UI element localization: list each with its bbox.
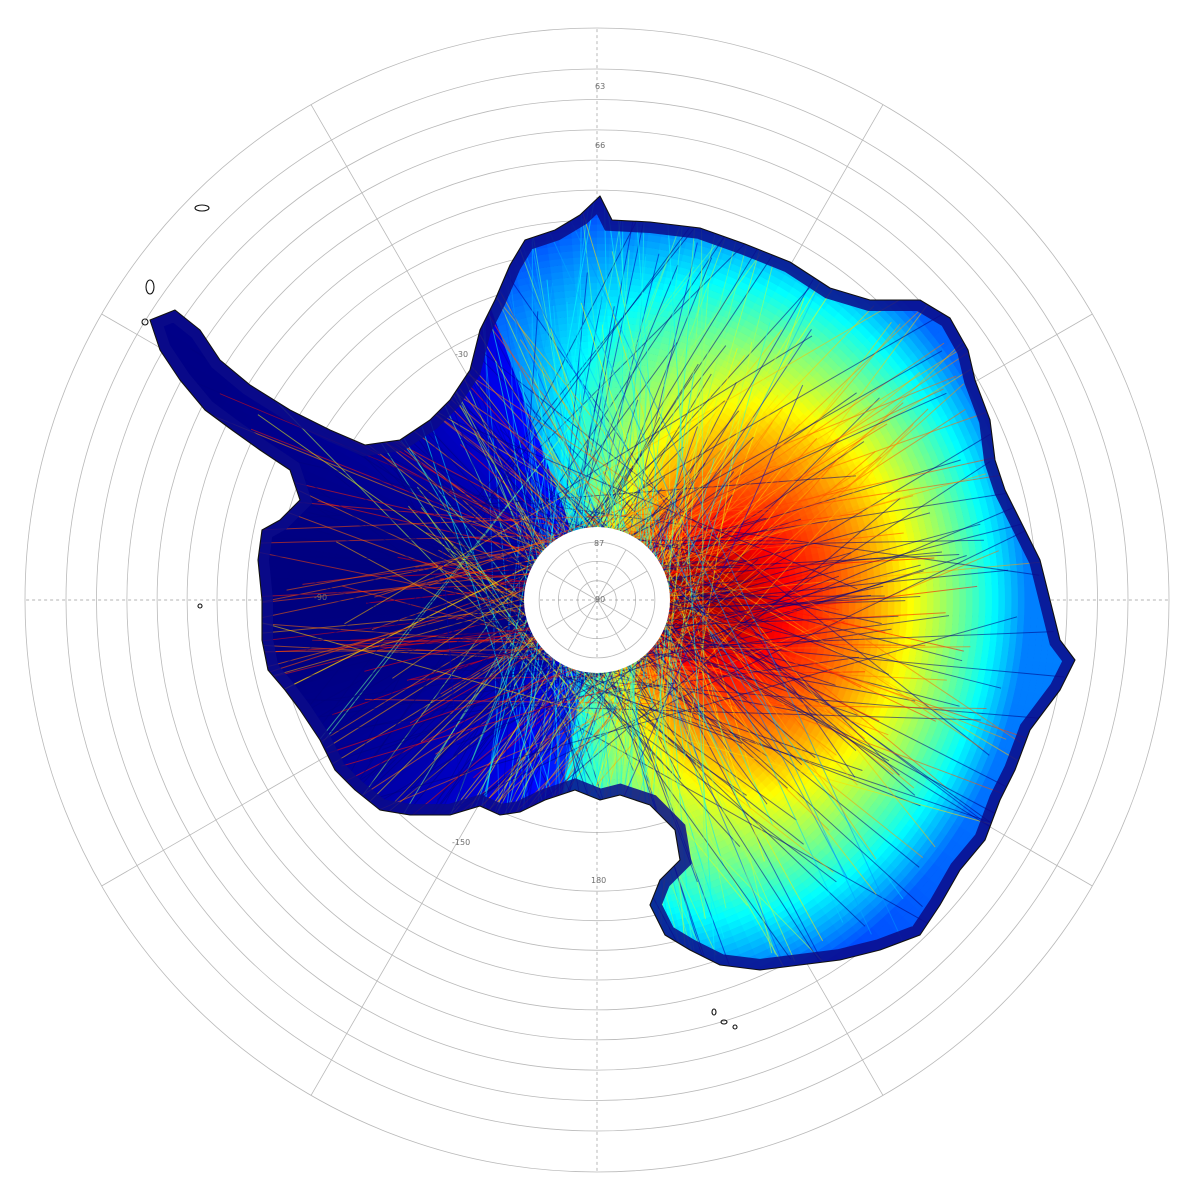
lon-label-minus-150: -150: [452, 838, 470, 847]
pole-graticule: [538, 541, 656, 659]
lon-label-minus-90: -90: [314, 593, 327, 602]
lon-label-180: 180: [591, 876, 606, 885]
latitude-circle: [24, 27, 1170, 1173]
lat-label-87: 87: [594, 539, 604, 548]
island-outline: [145, 279, 155, 295]
lat-label-90: 90: [595, 595, 605, 604]
coastline: [149, 195, 1076, 971]
latitude-circle: [96, 99, 1098, 1101]
island-outline: [194, 204, 210, 212]
island-outline: [732, 1024, 738, 1030]
island-outline: [197, 603, 203, 609]
lat-label-63: 63: [595, 82, 605, 91]
lat-label-66: 66: [595, 141, 605, 150]
island-outline: [711, 1008, 717, 1016]
latitude-circle: [65, 68, 1129, 1132]
lon-label-minus-30: -30: [455, 350, 468, 359]
island-outline: [720, 1019, 728, 1025]
island-outlines: [141, 204, 738, 1030]
latitude-circle: [126, 129, 1068, 1071]
island-outline: [141, 318, 149, 326]
